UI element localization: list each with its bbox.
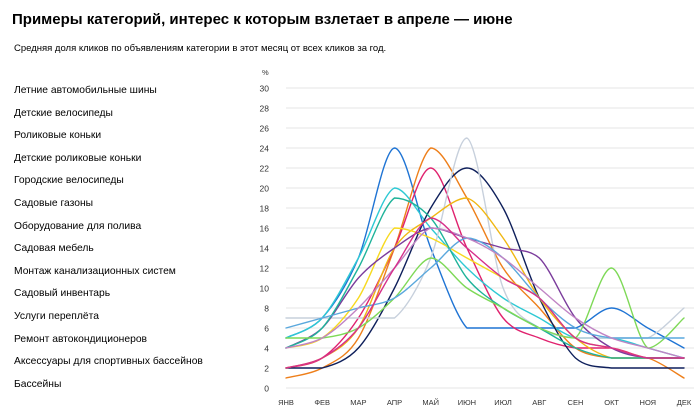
x-tick-label: ИЮЛ	[494, 398, 512, 407]
series-line	[285, 237, 685, 339]
y-tick-label: 6	[264, 324, 269, 334]
x-tick-label: МАР	[350, 398, 366, 407]
series-line	[285, 217, 685, 369]
x-tick-label: АПР	[387, 398, 402, 407]
legend-item: Ремонт автокондиционеров	[14, 333, 148, 345]
y-tick-label: 0	[264, 384, 269, 394]
legend-item: Оборудование для полива	[14, 220, 142, 232]
y-tick-label: 2	[264, 364, 269, 374]
legend-item: Роликовые коньки	[14, 130, 102, 142]
x-tick-label: АВГ	[532, 398, 546, 407]
legend-item: Бассейны	[14, 378, 62, 390]
x-tick-label: НОЯ	[640, 398, 657, 407]
legend: Летние автомобильные шины Детские велосип…	[14, 84, 203, 400]
y-tick-label: 4	[264, 344, 269, 354]
y-tick-label: 20	[260, 184, 270, 194]
y-tick-label: 12	[260, 264, 270, 274]
y-tick-label: 22	[260, 164, 270, 174]
legend-item: Детские роликовые коньки	[14, 152, 142, 164]
y-tick-label: 26	[260, 124, 270, 134]
legend-item: Детские велосипеды	[14, 107, 113, 119]
y-tick-label: 14	[260, 244, 270, 254]
legend-item: Садовые газоны	[14, 197, 94, 209]
y-tick-label: 30	[260, 84, 270, 94]
legend-item: Аксессуары для спортивных бассейнов	[14, 356, 203, 368]
legend-item: Услуги переплёта	[14, 310, 99, 322]
series-line	[285, 167, 685, 369]
legend-item: Садовая мебель	[14, 243, 94, 255]
legend-item: Монтаж канализационных систем	[14, 265, 176, 277]
x-tick-label: СЕН	[568, 398, 584, 407]
y-tick-label: 16	[260, 224, 270, 234]
legend-item: Летние автомобильные шины	[14, 85, 157, 96]
y-axis-unit: %	[262, 68, 269, 77]
x-tick-label: ФЕВ	[314, 398, 330, 407]
y-tick-label: 28	[260, 104, 270, 114]
y-tick-label: 8	[264, 304, 269, 314]
legend-item: Садовый инвентарь	[14, 288, 111, 300]
x-tick-label: ОКТ	[604, 398, 619, 407]
x-tick-label: МАЙ	[422, 398, 439, 407]
legend-item: Городские велосипеды	[14, 175, 124, 187]
chart-subtitle: Средняя доля кликов по объявлениям катег…	[14, 43, 387, 54]
series-line	[285, 227, 685, 359]
chart-title: Примеры категорий, интерес к которым взл…	[12, 11, 513, 28]
y-tick-label: 24	[260, 144, 270, 154]
y-tick-label: 18	[260, 204, 270, 214]
y-tick-label: 10	[260, 284, 270, 294]
series-line	[285, 197, 685, 359]
x-tick-label: ЯНВ	[278, 398, 294, 407]
x-tick-label: ИЮН	[458, 398, 476, 407]
x-tick-label: ДЕК	[677, 398, 692, 407]
